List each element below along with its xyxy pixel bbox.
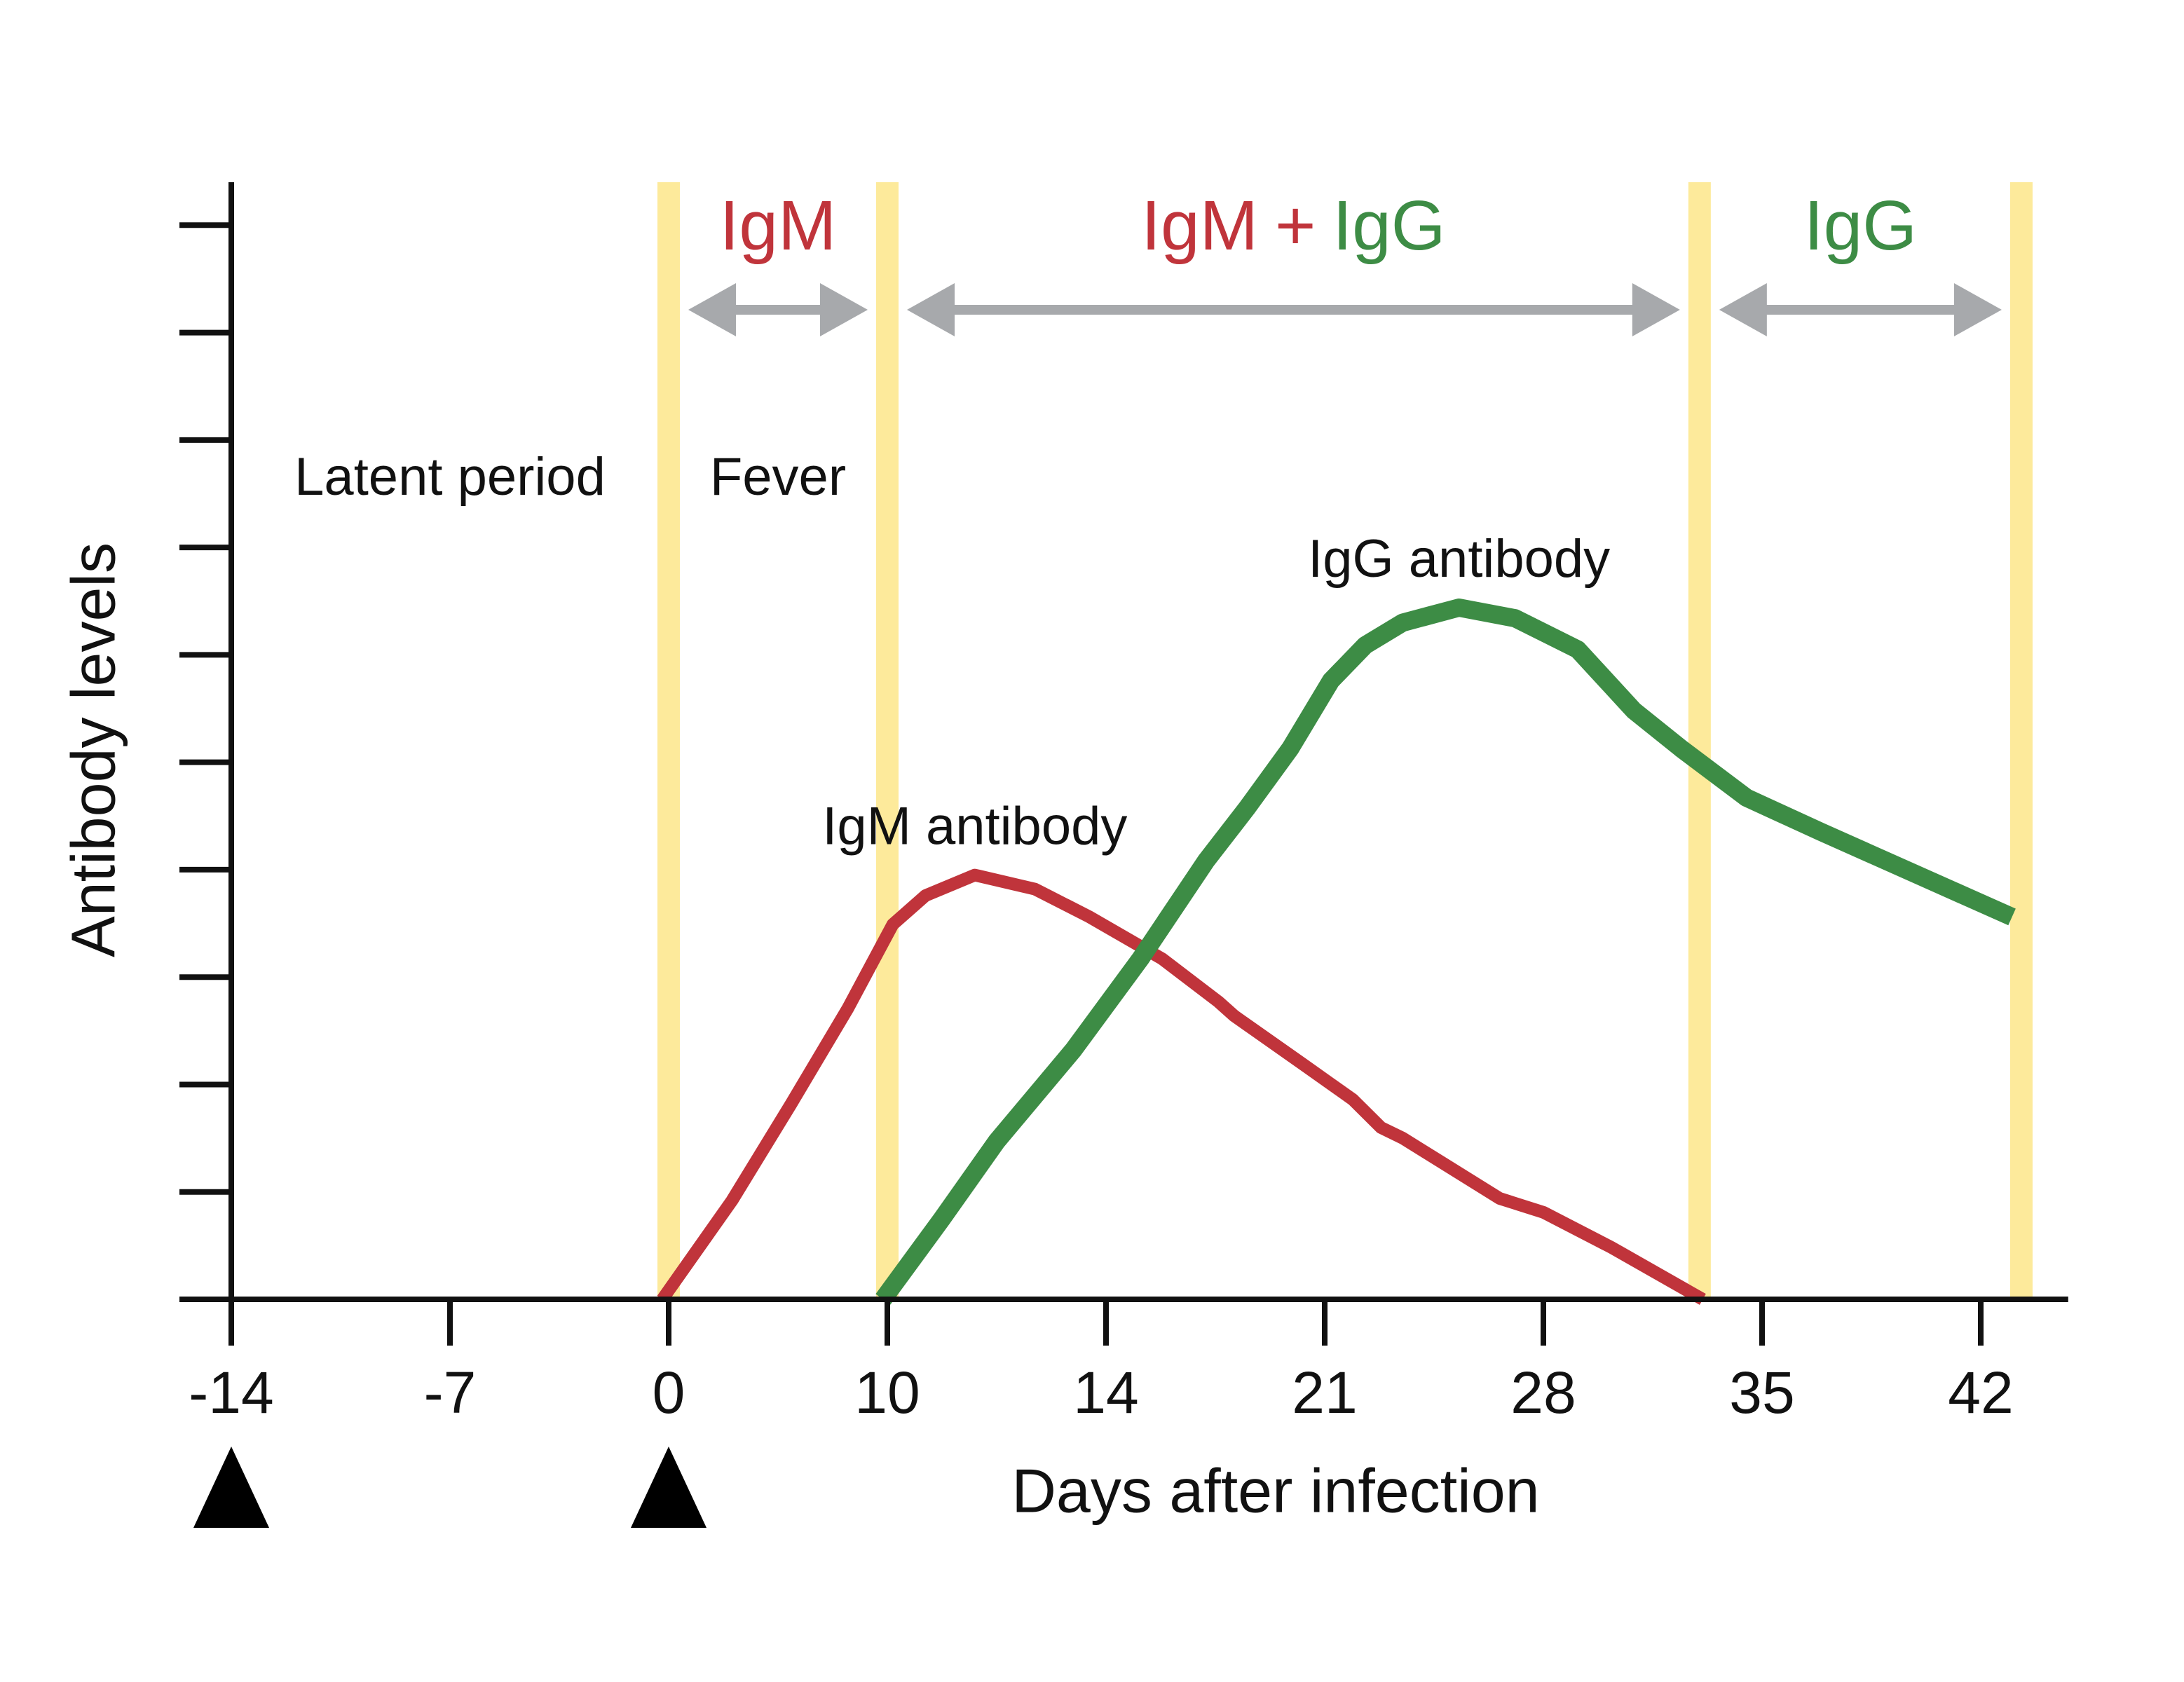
phase-label-part: IgG (1804, 186, 1917, 265)
x-tick-label: -7 (424, 1360, 477, 1425)
phase-arrow-head (1719, 283, 1767, 336)
x-tick-label: 21 (1292, 1360, 1357, 1425)
phase-label-part: IgM (720, 186, 837, 265)
phase-label-part: + (1275, 186, 1316, 265)
y-axis-title: Antibody levels (58, 542, 128, 957)
period-label: Fever (710, 447, 846, 507)
phase-bands (657, 182, 2033, 1299)
phase-label-part: IgG (1332, 186, 1445, 265)
x-tick-label: 14 (1073, 1360, 1138, 1425)
phase-arrow-head (907, 283, 955, 336)
antibody-line (657, 868, 1706, 1305)
phase-band (876, 182, 899, 1299)
x-tick-label: 0 (653, 1360, 685, 1425)
x-tick-label: -14 (189, 1360, 273, 1425)
phase-label: IgM + IgG (1141, 186, 1445, 265)
period-label: Latent period (294, 447, 606, 507)
phase-arrow-head (1953, 283, 2002, 336)
x-tick-label: 35 (1729, 1360, 1794, 1425)
phase-band (657, 182, 680, 1299)
line-label: IgG antibody (1308, 529, 1610, 589)
x-tick-label: 42 (1948, 1360, 2013, 1425)
x-tick-label: 28 (1510, 1360, 1576, 1425)
x-axis-title: Days after infection (1011, 1456, 1539, 1525)
phase-arrow-head (820, 283, 868, 336)
plot-area (657, 599, 2016, 1305)
x-tick-label: 10 (854, 1360, 920, 1425)
phase-band (2009, 182, 2033, 1299)
phase-label-part: IgM (1141, 186, 1258, 265)
infection-marker (193, 1447, 269, 1528)
line-label: IgM antibody (822, 797, 1127, 856)
phase-label: IgM (720, 186, 837, 265)
phase-label: IgG (1804, 186, 1917, 265)
antibody-line (875, 599, 2016, 1305)
infection-marker (631, 1447, 707, 1528)
phase-band (1688, 182, 1711, 1299)
phase-arrow-head (688, 283, 736, 336)
phase-arrow-head (1632, 283, 1680, 336)
